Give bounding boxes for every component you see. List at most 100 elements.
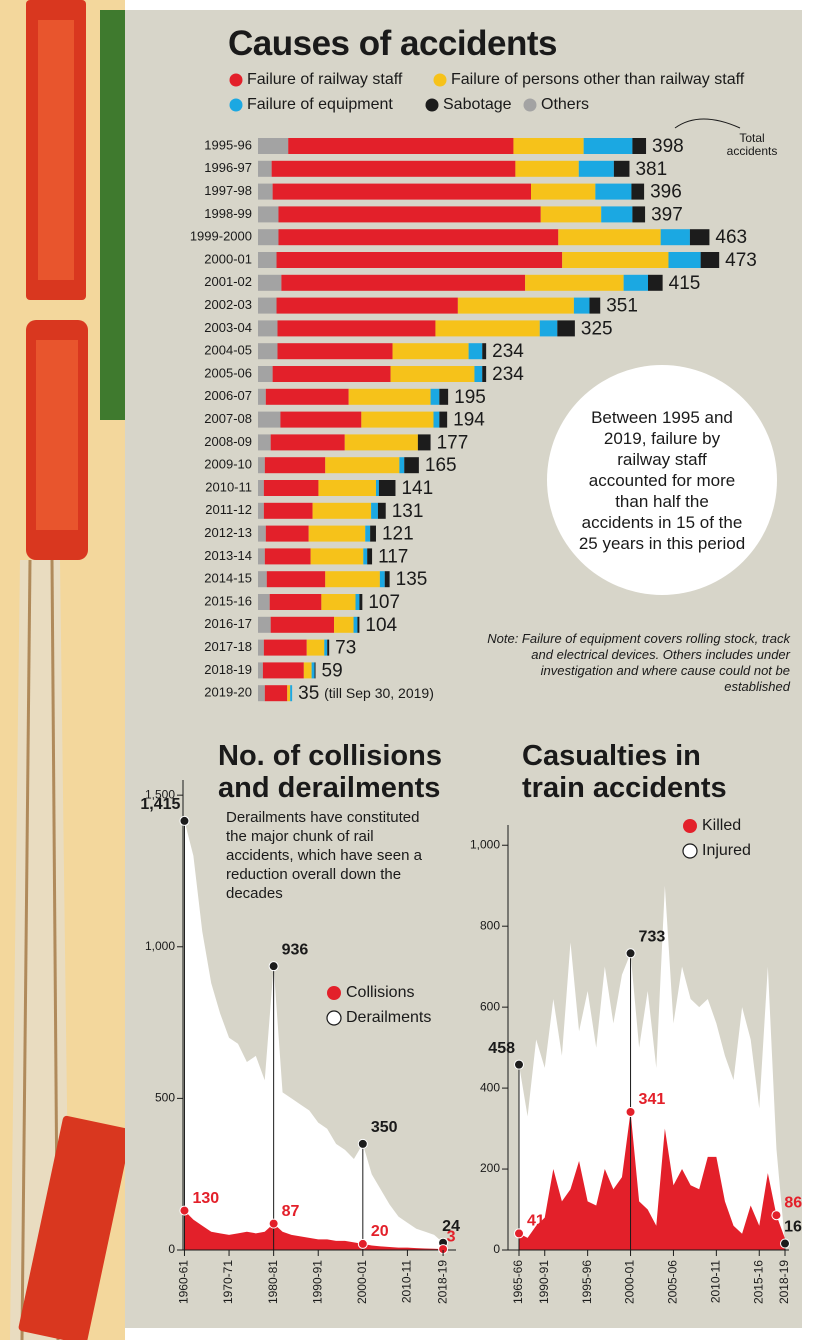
bar-segment [264,457,326,474]
bar-segment [271,160,516,177]
bar-segment [482,366,487,382]
bar-segment [280,411,362,428]
legend-label: Killed [702,817,741,834]
bar-segment [265,388,349,405]
total-arrow [674,118,741,129]
y-tick-label: 1,000 [145,939,175,953]
bar-segment [318,480,376,496]
bar-segment [531,183,596,200]
total-label: 397 [651,204,683,225]
bar-segment [281,274,526,291]
bar-segment [311,662,315,679]
bar-segment [263,480,319,496]
legend-label: Injured [702,842,751,859]
x-tick-label: 1990-91 [537,1260,551,1304]
total-label: 194 [453,410,485,431]
area [184,1210,444,1250]
y-tick-label: 800 [480,918,500,932]
bar-segment [258,274,282,291]
bar-segment [589,297,601,314]
total-label: 117 [378,546,408,567]
bar-segment [513,138,584,154]
bar-segment [258,411,281,428]
bar-segment [668,252,701,268]
locomotive-roof [36,340,78,530]
total-label: 165 [425,455,457,476]
bar-segment [258,639,264,656]
y-tick-label: 2012-13 [204,525,252,540]
bar-segment [258,594,270,610]
y-tick-label: 0 [493,1242,500,1256]
legend-marker [229,98,243,112]
bar-segment [277,343,393,360]
y-tick-label: 2002-03 [204,297,252,312]
y-tick-label: 1997-98 [204,183,252,198]
bar-segment [359,594,363,610]
y-tick-label: 2004-05 [204,343,252,358]
bar-segment [265,525,309,542]
y-tick-label: 2008-09 [204,434,252,449]
value-label: 86 [784,1194,802,1211]
bar-segment [417,434,431,451]
value-label: 16 [784,1219,802,1236]
bar-segment [648,274,663,291]
total-label: 104 [365,615,397,636]
bar-segment [258,525,266,542]
total-label: 195 [454,387,486,408]
total-label: 234 [492,341,524,362]
bar-segment [357,616,360,633]
bar-segment [324,639,328,656]
annotation: Derailments have constituted the major c… [226,809,422,902]
bar-segment [278,206,541,223]
total-label: 398 [652,136,684,157]
illustration [0,0,125,1340]
y-tick-label: 2010-11 [205,479,252,494]
bar-segment [371,502,378,519]
bar-segment [390,366,475,382]
legend-label: Others [541,96,589,113]
chart-title: Causes of accidents [228,24,557,63]
bar-segment [557,320,575,337]
bar-segment [272,183,531,200]
bar-segment [700,252,720,268]
total-label: 396 [650,182,682,203]
legend-marker [683,819,697,833]
point [771,1210,782,1221]
bar-segment [558,229,661,246]
y-tick-label: 500 [155,1091,175,1105]
total-label: 177 [437,432,469,453]
bar-segment [392,343,469,360]
total-label: 121 [382,524,414,545]
y-tick-label: 2018-19 [204,662,252,677]
bar-segment [375,480,379,496]
bar-segment [365,525,371,542]
derailed-car [18,1115,125,1340]
bar-segment [631,183,645,200]
y-tick-label: 0 [168,1242,175,1256]
bar-segment [539,320,558,337]
y-tick-label: 2017-18 [204,639,252,654]
point [357,1238,368,1249]
point [625,1106,636,1117]
bar-segment [562,252,669,268]
bar-segment [623,274,648,291]
bar-segment [378,480,396,496]
x-tick-label: 2010-11 [400,1260,414,1303]
point [780,1238,790,1249]
bar-segment [290,685,293,702]
bar-segment [308,525,366,542]
area [519,1111,785,1250]
value-label: 130 [192,1190,219,1207]
bar-segment [601,206,633,223]
bar-segment [379,571,385,588]
bar-segment [266,571,326,588]
total-label: 463 [715,227,747,248]
bar-segment [258,548,265,565]
bar-segment [474,366,483,382]
bar-segment [583,138,633,154]
legend-marker [682,843,698,859]
x-tick-label: 1990-91 [310,1260,324,1304]
legend-marker [326,1010,342,1026]
train-roof [38,20,74,280]
